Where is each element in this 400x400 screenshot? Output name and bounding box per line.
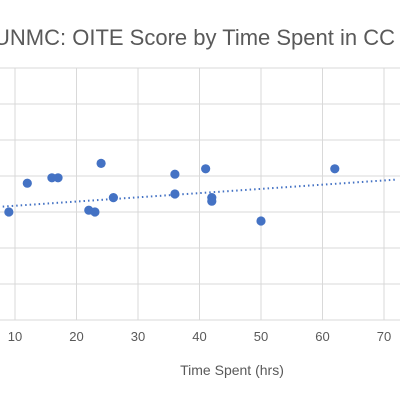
chart-title: UNMC: OITE Score by Time Spent in CC (0, 25, 395, 50)
x-tick-label: 30 (131, 329, 145, 344)
x-tick-label: 70 (377, 329, 391, 344)
data-point (330, 164, 340, 174)
data-point (207, 196, 217, 206)
data-point (170, 169, 180, 179)
data-point (96, 158, 106, 168)
data-point (256, 216, 266, 226)
data-point (170, 189, 180, 199)
data-point (90, 207, 100, 217)
x-axis-title: Time Spent (hrs) (180, 362, 284, 378)
x-tick-label: 60 (315, 329, 329, 344)
data-point (53, 173, 63, 183)
data-point (22, 178, 32, 188)
x-tick-label: 40 (192, 329, 206, 344)
data-point (201, 164, 211, 174)
x-tick-label: 50 (254, 329, 268, 344)
data-point (108, 193, 118, 203)
grid (0, 67, 400, 321)
x-tick-label: 10 (8, 329, 22, 344)
trendline-group (2, 178, 397, 208)
x-tick-label: 20 (69, 329, 83, 344)
data-points (4, 158, 340, 226)
trendline (2, 178, 397, 208)
data-point (4, 207, 14, 217)
x-tick-labels: 10 20 30 40 50 60 70 (8, 329, 391, 344)
